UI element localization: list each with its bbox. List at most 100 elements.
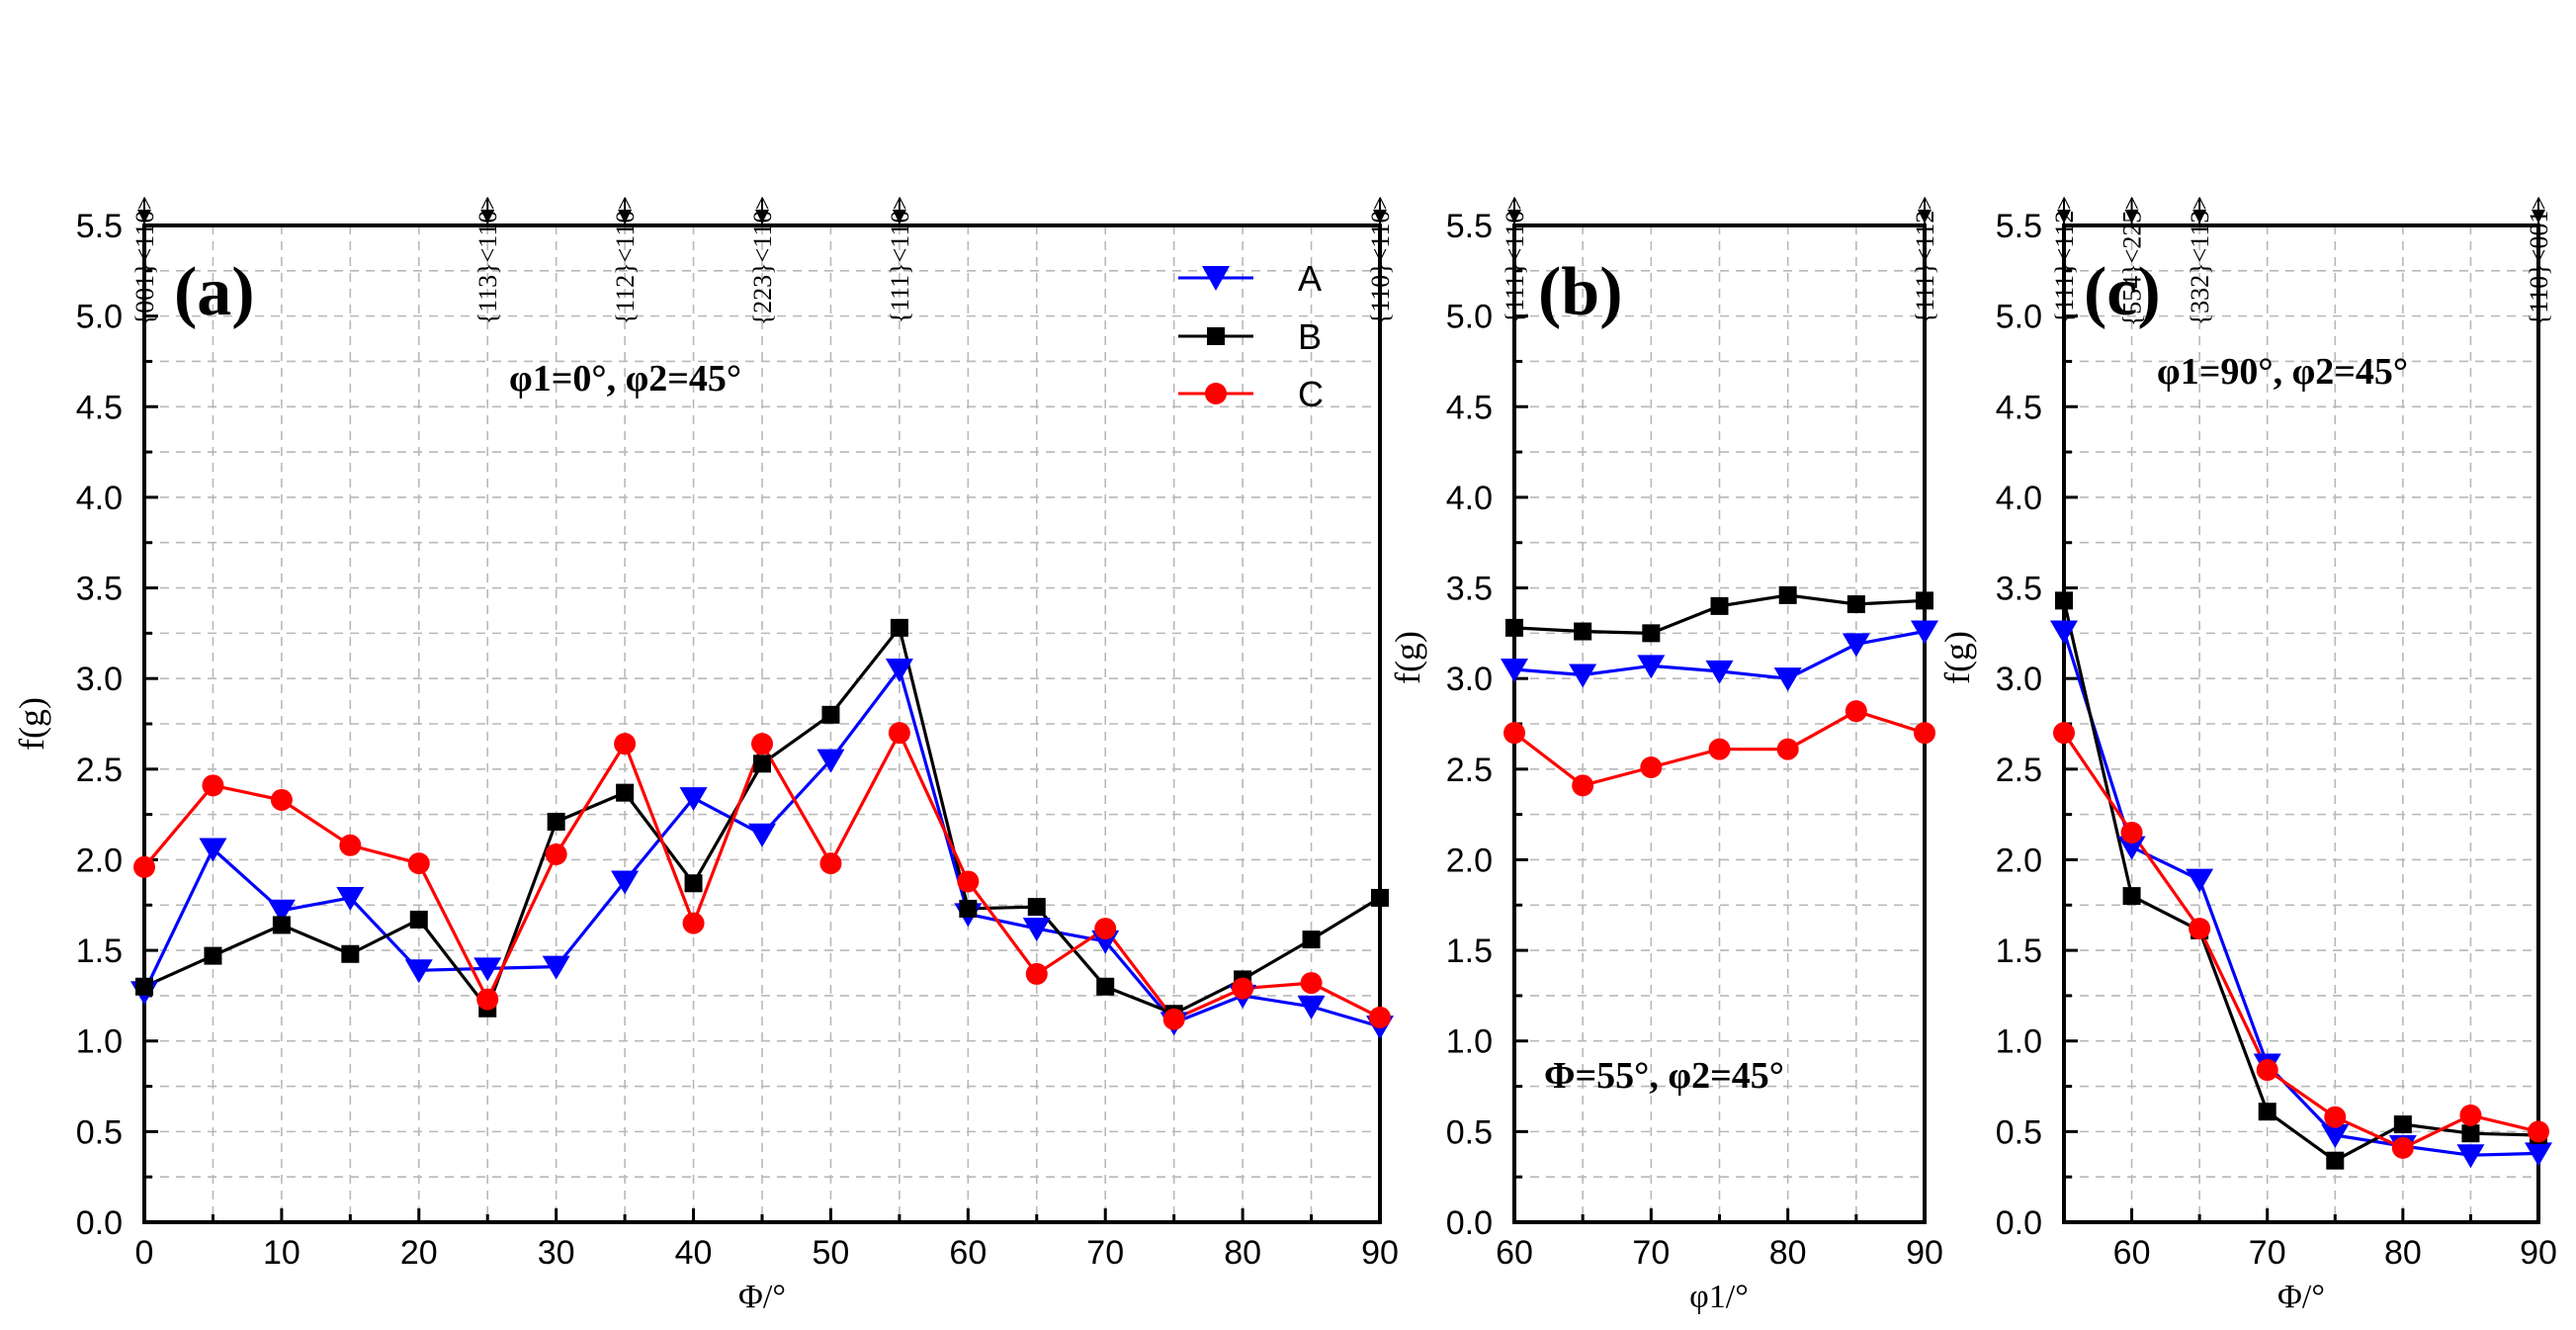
data-point-c <box>1503 722 1525 745</box>
data-point-c <box>202 774 224 797</box>
panel-a-xtick-labels: 0 10 20 30 40 50 60 70 80 90 <box>135 1234 1399 1272</box>
xtick-label: 10 <box>263 1234 301 1272</box>
ytick-label: 5.0 <box>76 299 123 336</box>
data-point-b <box>2055 591 2073 610</box>
data-point-c <box>339 834 362 856</box>
top-label: {113}<110> <box>473 196 502 324</box>
ytick-label: 4.5 <box>1446 389 1493 426</box>
data-point-b <box>341 944 360 963</box>
panel-c-xlabel: Φ/° <box>2277 1279 2325 1315</box>
panel-c-ticks <box>2062 223 2540 1224</box>
data-point-b <box>1846 595 1865 614</box>
data-point-c <box>2324 1106 2347 1128</box>
data-point-a <box>1501 659 1528 683</box>
ytick-label: 3.5 <box>1446 571 1493 608</box>
data-point-b <box>821 705 840 724</box>
data-point-b <box>959 899 978 918</box>
top-label: {223}<110> <box>748 196 777 325</box>
legend: A B C <box>1178 258 1324 414</box>
data-point-c <box>1300 972 1323 995</box>
data-point-c <box>1025 962 1048 985</box>
ytick-label: 0.5 <box>76 1113 123 1151</box>
data-point-c <box>270 788 293 811</box>
data-point-c <box>1776 738 1799 760</box>
ytick-label: 0.0 <box>76 1204 123 1242</box>
xtick-label: 90 <box>2520 1234 2557 1272</box>
ytick-label: 4.5 <box>1996 389 2042 426</box>
ytick-label: 2.0 <box>1996 842 2042 879</box>
panel-c-series-markers <box>2050 591 2552 1170</box>
xtick-label: 70 <box>1632 1234 1670 1272</box>
data-point-c <box>1094 918 1117 940</box>
data-point-c <box>407 852 430 875</box>
data-point-b <box>1916 591 1933 610</box>
xtick-label: 80 <box>1224 1234 1261 1272</box>
panel-a-series-markers <box>130 618 1394 1040</box>
panel-a-letter: (a) <box>174 254 255 330</box>
panel-b-top-labels: {111}<110> {111}<112> <box>1501 196 1939 323</box>
panel-b-letter: (b) <box>1538 254 1623 330</box>
data-point-c <box>1640 755 1663 778</box>
panel-b-ylabel: f(g) <box>1388 631 1427 684</box>
data-point-a <box>1569 664 1597 688</box>
data-point-b <box>1505 618 1523 637</box>
data-point-a <box>1022 918 1051 942</box>
data-point-a <box>1842 633 1870 658</box>
legend-b-marker <box>1207 327 1225 345</box>
data-point-c <box>614 733 637 755</box>
ytick-label: 3.5 <box>1996 571 2042 608</box>
ytick-label: 2.0 <box>1446 842 1493 879</box>
xtick-label: 20 <box>400 1234 438 1272</box>
legend-c-marker <box>1205 383 1227 404</box>
ytick-label: 1.5 <box>76 932 123 970</box>
data-point-b <box>204 946 222 965</box>
top-label: {554}<225> <box>2118 196 2147 326</box>
panel-b-series-markers <box>1501 585 1938 797</box>
data-point-a <box>1637 655 1666 679</box>
top-label: {111}<112> <box>2050 196 2079 323</box>
data-point-a <box>199 838 227 862</box>
data-point-b <box>2326 1151 2345 1170</box>
xtick-label: 90 <box>1361 1234 1399 1272</box>
legend-c-label: C <box>1298 374 1324 414</box>
data-point-a <box>2525 1142 2552 1167</box>
xtick-label: 70 <box>2249 1234 2286 1272</box>
xtick-label: 40 <box>675 1234 713 1272</box>
top-label-arrowhead <box>2192 210 2207 223</box>
panel-b-xtick-labels: 60 70 80 90 <box>1496 1234 1943 1272</box>
top-label-arrowhead <box>480 210 495 223</box>
top-label: {110}<110> <box>1366 196 1395 324</box>
data-point-c <box>2459 1104 2482 1126</box>
data-point-b <box>2258 1103 2276 1121</box>
ytick-label: 3.0 <box>76 661 123 698</box>
top-label: {110}<001> <box>2525 196 2553 325</box>
xtick-label: 70 <box>1086 1234 1124 1272</box>
data-point-b <box>2122 887 2141 906</box>
data-point-c <box>1708 738 1731 760</box>
ytick-label: 4.0 <box>1996 480 2042 517</box>
xtick-label: 80 <box>1769 1234 1807 1272</box>
data-point-c <box>476 988 499 1011</box>
legend-item-a: A <box>1178 258 1322 299</box>
data-point-a <box>336 886 365 911</box>
data-point-b <box>1096 977 1115 996</box>
data-point-c <box>1572 774 1594 797</box>
panel-b-xlabel: φ1/° <box>1689 1279 1749 1315</box>
data-point-c <box>545 842 567 865</box>
top-label-arrowhead <box>1507 210 1521 223</box>
xtick-label: 60 <box>2113 1234 2151 1272</box>
panel-a-ticks <box>142 223 1382 1224</box>
data-point-b <box>1710 596 1729 615</box>
data-point-c <box>957 870 980 893</box>
data-point-b <box>1302 931 1321 949</box>
top-label-arrowhead <box>892 210 906 223</box>
xtick-label: 30 <box>538 1234 575 1272</box>
panel-c-top-labels: {111}<112> {554}<225> {332}<113> {110}<001> <box>2050 196 2553 326</box>
series-line-c <box>2062 732 2539 1150</box>
data-point-a <box>2117 836 2146 860</box>
ytick-label: 2.5 <box>1446 752 1493 789</box>
data-point-b <box>890 618 908 637</box>
top-label-arrowhead <box>618 210 633 223</box>
panel-c-series-lines <box>2062 600 2539 1163</box>
data-point-b <box>1574 622 1592 641</box>
